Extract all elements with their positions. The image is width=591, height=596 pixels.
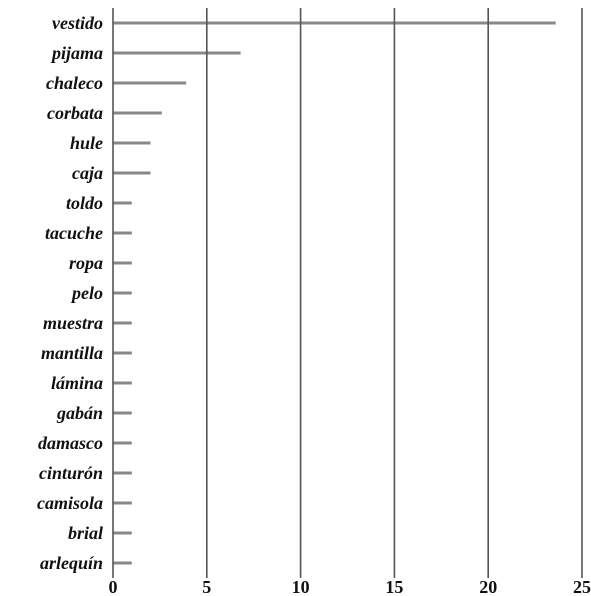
bar-3 — [113, 111, 162, 115]
bar-17 — [113, 531, 132, 535]
bar-2 — [113, 81, 187, 85]
category-label-7: tacuche — [45, 223, 103, 243]
category-labels: vestido pijama chaleco corbata hule caja toldo… — [37, 13, 103, 573]
x-tick-label-3: 15 — [385, 577, 403, 596]
x-tick-label-0: 0 — [109, 577, 118, 596]
x-tick-label-2: 10 — [292, 577, 310, 596]
category-label-13: gabán — [56, 403, 103, 423]
category-label-4: hule — [70, 133, 103, 153]
category-label-0: vestido — [52, 13, 103, 33]
bar-15 — [113, 471, 132, 475]
category-label-9: pelo — [70, 283, 103, 303]
category-label-18: arlequín — [40, 553, 103, 573]
category-label-6: toldo — [66, 193, 103, 213]
bar-11 — [113, 351, 132, 355]
category-label-11: mantilla — [41, 343, 103, 363]
bar-12 — [113, 381, 132, 385]
category-label-14: damasco — [38, 433, 103, 453]
category-label-17: brial — [68, 523, 103, 543]
category-label-16: camisola — [37, 493, 103, 513]
category-label-5: caja — [72, 163, 103, 183]
category-label-1: pijama — [50, 43, 103, 63]
category-label-15: cinturón — [39, 463, 103, 483]
bar-5 — [113, 171, 151, 175]
bar-8 — [113, 261, 132, 265]
bar-9 — [113, 291, 132, 295]
category-label-2: chaleco — [46, 73, 103, 93]
x-tick-label-4: 20 — [479, 577, 497, 596]
bar-10 — [113, 321, 132, 325]
bar-4 — [113, 141, 151, 145]
category-label-10: muestra — [43, 313, 103, 333]
bar-16 — [113, 501, 132, 505]
bar-6 — [113, 201, 132, 205]
x-tick-label-5: 25 — [573, 577, 591, 596]
grid-lines — [112, 8, 583, 578]
bars-group — [113, 21, 556, 565]
category-label-3: corbata — [47, 103, 103, 123]
x-tick-label-1: 5 — [202, 577, 211, 596]
x-tick-labels: 0 5 10 15 20 25 — [109, 577, 591, 596]
bar-7 — [113, 231, 132, 235]
bar-13 — [113, 411, 132, 415]
bar-18 — [113, 561, 132, 565]
bar-14 — [113, 441, 132, 445]
category-label-12: lámina — [51, 373, 103, 393]
bar-0 — [113, 21, 556, 25]
bar-1 — [113, 51, 241, 55]
category-label-8: ropa — [69, 253, 103, 273]
